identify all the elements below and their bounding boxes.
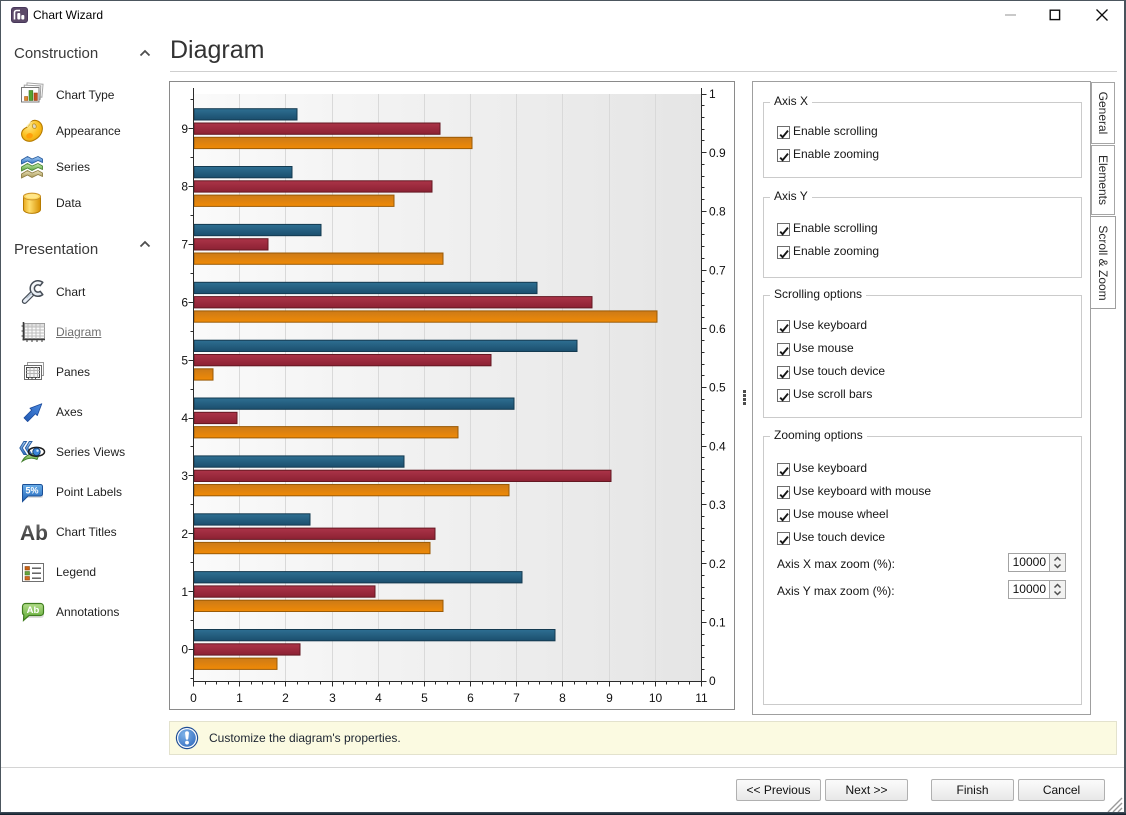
svg-text:3: 3 (181, 469, 188, 483)
svg-text:6: 6 (181, 296, 188, 310)
svg-text:11: 11 (695, 691, 708, 705)
svg-text:9: 9 (181, 122, 188, 136)
svg-text:0.2: 0.2 (709, 557, 726, 571)
svg-text:0.5: 0.5 (709, 381, 726, 395)
svg-text:6: 6 (467, 691, 474, 705)
svg-text:2: 2 (181, 527, 188, 541)
svg-text:Ab: Ab (27, 605, 40, 616)
svg-text:1: 1 (236, 691, 243, 705)
svg-text:1: 1 (181, 585, 188, 599)
svg-text:8: 8 (559, 691, 566, 705)
svg-text:1: 1 (709, 87, 716, 101)
svg-text:0.7: 0.7 (709, 263, 726, 277)
svg-text:0.8: 0.8 (709, 205, 726, 219)
svg-text:9: 9 (606, 691, 613, 705)
svg-text:7: 7 (181, 238, 188, 252)
svg-text:0: 0 (181, 643, 188, 657)
svg-text:Ab: Ab (20, 522, 48, 545)
svg-text:0.3: 0.3 (709, 498, 726, 512)
svg-text:0.4: 0.4 (709, 439, 726, 453)
svg-text:8: 8 (181, 180, 188, 194)
svg-text:4: 4 (375, 691, 382, 705)
svg-text:0: 0 (190, 691, 197, 705)
svg-text:0: 0 (709, 674, 716, 688)
svg-text:3: 3 (329, 691, 336, 705)
svg-text:10: 10 (649, 691, 663, 705)
svg-text:7: 7 (513, 691, 520, 705)
svg-text:0.1: 0.1 (709, 616, 726, 630)
svg-text:0.9: 0.9 (709, 146, 726, 160)
svg-text:5%: 5% (25, 486, 38, 496)
svg-text:0.6: 0.6 (709, 322, 726, 336)
svg-text:5: 5 (181, 353, 188, 367)
svg-text:4: 4 (181, 411, 188, 425)
svg-text:2: 2 (282, 691, 289, 705)
svg-text:5: 5 (421, 691, 428, 705)
